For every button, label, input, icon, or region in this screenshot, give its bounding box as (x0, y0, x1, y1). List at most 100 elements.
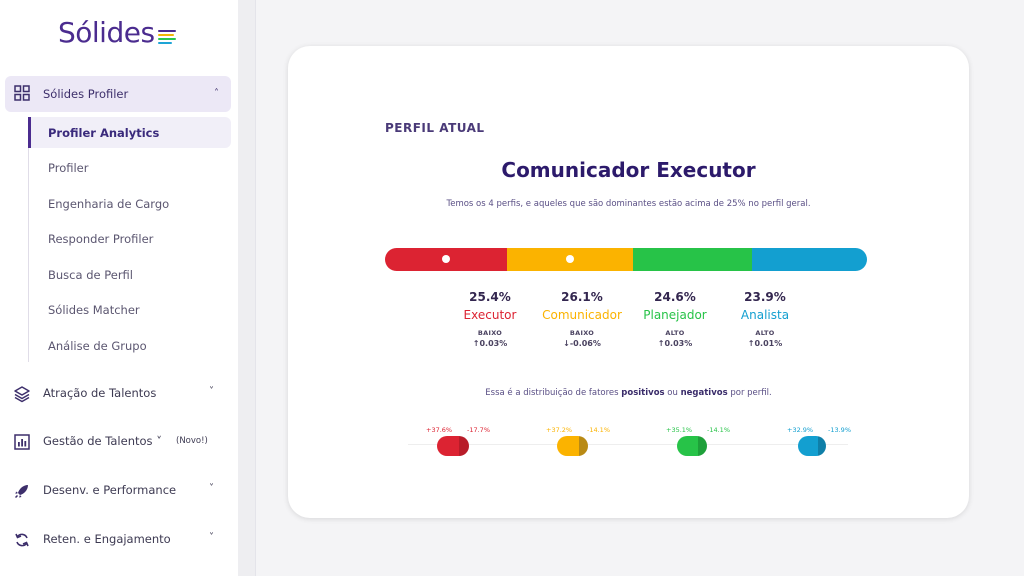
rocket-icon (14, 485, 28, 499)
factor-group: +37.2% -14.1% (546, 426, 626, 456)
distribution-description: Essa é a distribuição de fatores positiv… (485, 388, 772, 398)
logo-bar (157, 38, 176, 40)
sidebar-item-atracao-de-talentos[interactable]: Atração de Talentos ˅ (0, 382, 238, 406)
profile-percentage: 24.6% (654, 290, 696, 304)
profile-level: BAIXO (569, 329, 595, 337)
negative-factor: -13.9% (828, 426, 851, 434)
profile-percentage: 25.4% (469, 290, 511, 304)
sidebar-item-engenharia-de-cargo[interactable]: Engenharia de Cargo (48, 197, 170, 211)
chevron-down-icon: ˅ (209, 483, 214, 494)
chevron-down-icon: ˅ (209, 532, 214, 543)
positive-part (677, 436, 699, 456)
factor-values: +37.2% -14.1% (546, 426, 626, 436)
profile-name: Executor (463, 308, 517, 322)
positive-part (437, 436, 459, 456)
distribution-baseline (408, 444, 848, 445)
negative-factor: -14.1% (707, 426, 730, 434)
nav-label: Gestão de Talentos ˅ (43, 434, 162, 448)
negative-part (817, 436, 827, 456)
positive-part (557, 436, 580, 456)
sidebar-item-busca-de-perfil[interactable]: Busca de Perfil (48, 268, 133, 282)
sidebar-item-profiler-analytics[interactable]: Profiler Analytics (48, 126, 160, 140)
bar-segment-analista (751, 248, 867, 271)
profile-title: Comunicador Executor (501, 158, 756, 182)
sidebar-item-reten-e-engajamento[interactable]: Reten. e Engajamento ˅ (0, 528, 238, 552)
profile-distribution-bar (385, 248, 867, 271)
dominant-marker (566, 255, 575, 263)
profile-level: ALTO (755, 329, 775, 337)
negative-part (698, 436, 707, 456)
factor-values: +37.6% -17.7% (426, 426, 506, 436)
factor-group: +32.9% -13.9% (787, 426, 867, 456)
profile-name: Analista (740, 308, 790, 322)
positive-factor: +37.6% (426, 426, 453, 434)
sidebar-item-responder-profiler[interactable]: Responder Profiler (48, 232, 154, 246)
factor-pill (677, 436, 707, 456)
profile-delta: ↑0.03% (657, 339, 693, 348)
solides-logo[interactable]: Sólides (58, 14, 176, 50)
profile-stat-analista: 23.9% Analista ALTO ↑0.01% (705, 290, 825, 348)
bar-chart-icon (14, 434, 30, 450)
logo-bar (157, 30, 176, 32)
negative-factor: -14.1% (587, 426, 610, 434)
positive-factor: +37.2% (546, 426, 573, 434)
factor-pill (798, 436, 827, 456)
new-badge: (Novo!) (176, 436, 208, 446)
profile-percentage: 23.9% (744, 290, 786, 304)
sidebar-item-desenv-e-performance[interactable]: Desenv. e Performance ˅ (0, 479, 238, 503)
factor-pill (557, 436, 588, 456)
profile-delta: ↑0.01% (747, 339, 783, 348)
sidebar-scroll-edge (238, 0, 256, 576)
submenu-line (28, 117, 29, 362)
grid-icon (14, 85, 30, 101)
layers-icon (14, 386, 30, 403)
section-heading: PERFIL ATUAL (385, 121, 485, 135)
logo-bar (157, 42, 172, 44)
negative-part (579, 436, 588, 456)
factor-group: +35.1% -14.1% (666, 426, 746, 456)
profile-delta: ↓-0.06% (563, 339, 601, 348)
sidebar-section-label: Sólides Profiler (43, 87, 129, 101)
nav-label: Atração de Talentos (43, 386, 157, 400)
profile-level: BAIXO (477, 329, 503, 337)
negative-part (458, 436, 469, 456)
chevron-up-icon: ˄ (214, 88, 219, 99)
profile-stat-executor: 25.4% Executor BAIXO ↑0.03% (430, 290, 550, 348)
profile-level: ALTO (665, 329, 685, 337)
logo-bar (157, 34, 174, 36)
profile-delta: ↑0.03% (472, 339, 508, 348)
profile-stat-planejador: 24.6% Planejador ALTO ↑0.03% (615, 290, 735, 348)
chevron-down-icon: ˅ (209, 386, 214, 397)
logo-bars (157, 30, 176, 44)
positive-factor: +35.1% (666, 426, 693, 434)
profile-stat-comunicador: 26.1% Comunicador BAIXO ↓-0.06% (522, 290, 642, 348)
refresh-icon (15, 533, 29, 547)
profile-description: Temos os 4 perfis, e aqueles que são dom… (446, 199, 811, 209)
profile-card: PERFIL ATUAL Comunicador Executor Temos … (288, 46, 969, 518)
sidebar-item-analise-de-grupo[interactable]: Análise de Grupo (48, 339, 147, 353)
bar-segment-comunicador (507, 248, 634, 271)
factor-values: +35.1% -14.1% (666, 426, 746, 436)
chevron-down-icon: ˅ (156, 434, 162, 448)
sidebar-item-solides-matcher[interactable]: Sólides Matcher (48, 303, 140, 317)
factor-group: +37.6% -17.7% (426, 426, 506, 456)
profile-name: Planejador (643, 308, 707, 322)
dominant-marker (442, 255, 451, 263)
nav-label: Reten. e Engajamento (43, 532, 171, 546)
sidebar-section-solides-profiler[interactable]: Sólides Profiler ˄ (5, 76, 231, 112)
profile-percentage: 26.1% (561, 290, 603, 304)
positive-factor: +32.9% (787, 426, 814, 434)
bar-segment-planejador (633, 248, 752, 271)
factor-pill (437, 436, 469, 456)
sidebar: Sólides Sólides Profiler ˄ Profiler Anal… (0, 0, 238, 576)
factor-values: +32.9% -13.9% (787, 426, 867, 436)
positive-part (798, 436, 818, 456)
sidebar-item-gestao-de-talentos[interactable]: Gestão de Talentos ˅ (Novo!) (0, 430, 238, 454)
logo-text: Sólides (58, 16, 155, 49)
active-item-highlight (28, 117, 231, 148)
sidebar-item-profiler[interactable]: Profiler (48, 161, 89, 175)
negative-factor: -17.7% (467, 426, 490, 434)
nav-label: Desenv. e Performance (43, 483, 177, 497)
bar-segment-executor (385, 248, 508, 271)
profile-name: Comunicador (542, 308, 622, 322)
